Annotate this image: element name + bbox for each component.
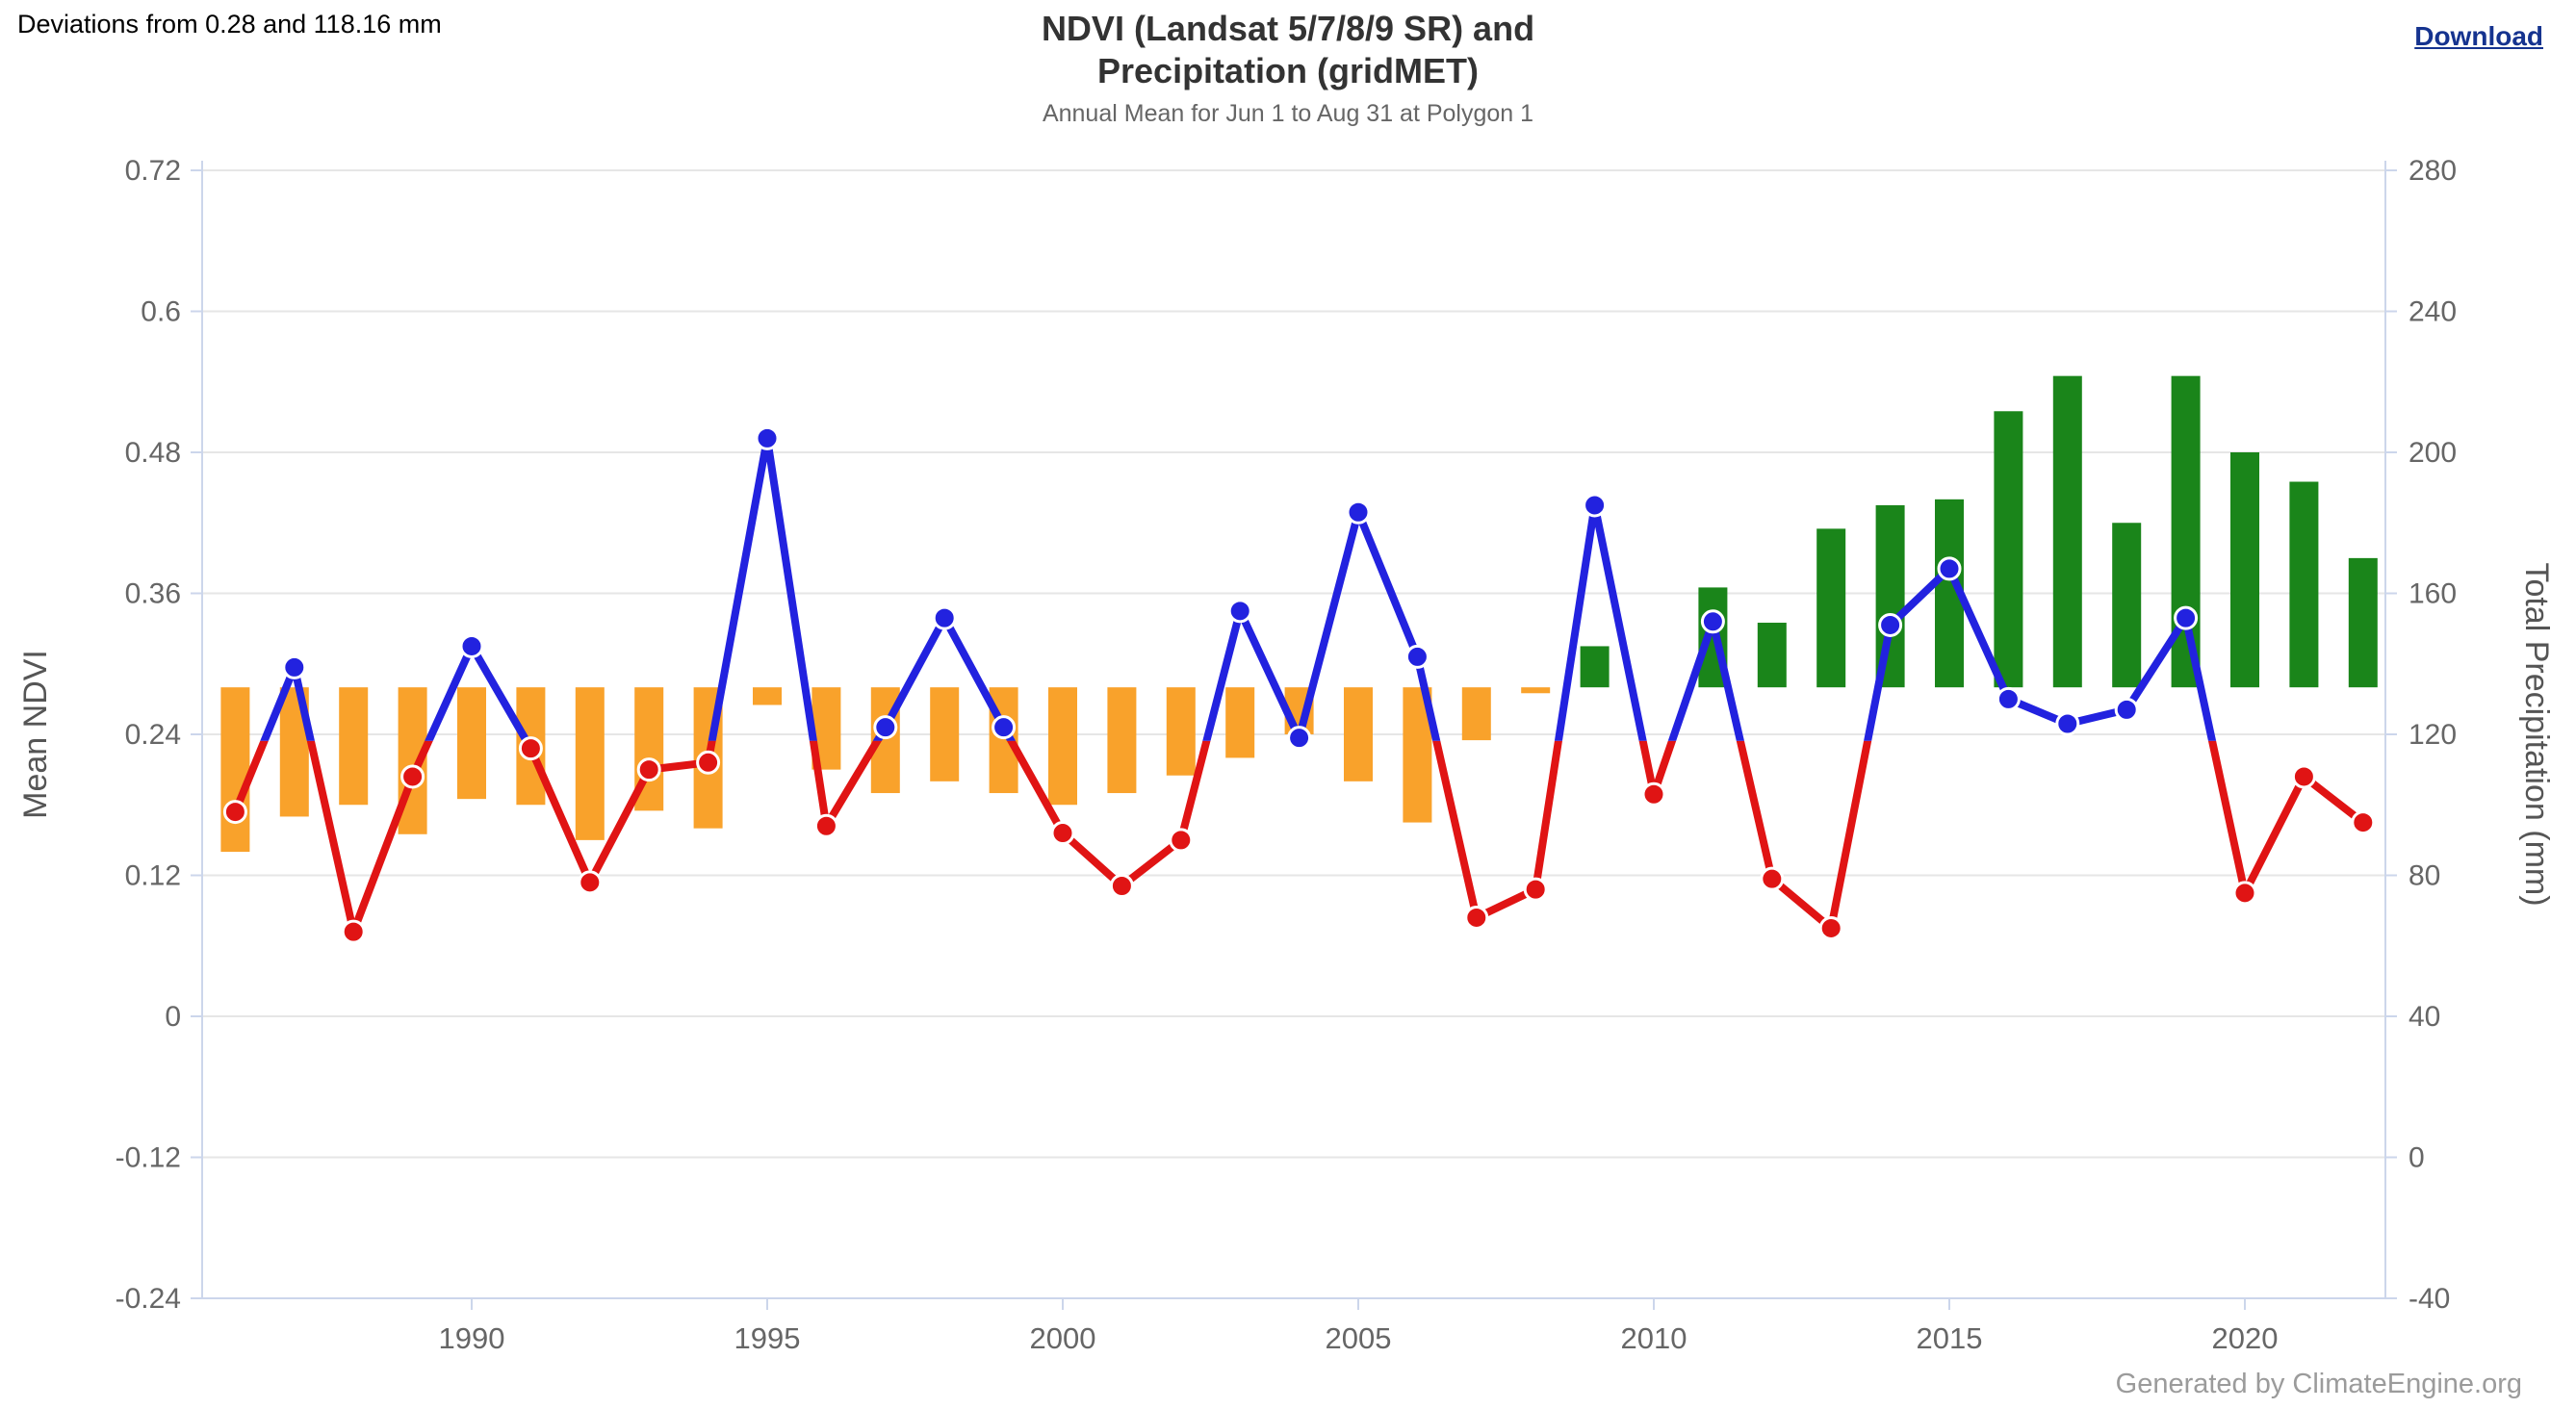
ndvi-deviation-bar-2018 (2112, 523, 2142, 688)
precip-point-1990[interactable] (459, 633, 484, 658)
precip-point-2004[interactable] (1287, 726, 1312, 751)
precip-point-1987[interactable] (282, 654, 307, 679)
precip-point-2016[interactable] (1996, 686, 2021, 711)
ndvi-deviation-bar-2002 (1166, 687, 1196, 776)
precip-point-1991[interactable] (518, 736, 543, 761)
precip-point-2019[interactable] (2174, 605, 2199, 630)
ndvi-deviation-bar-2017 (2052, 375, 2082, 688)
ndvi-deviation-bar-2009 (1580, 646, 1610, 688)
ndvi-deviation-bar-2016 (1994, 411, 2023, 688)
precip-point-2021[interactable] (2291, 764, 2316, 789)
left-axis-tick-label: -0.24 (116, 1283, 181, 1315)
precip-point-2018[interactable] (2114, 697, 2139, 722)
left-axis-title: Mean NDVI (17, 650, 54, 819)
precip-point-1996[interactable] (813, 813, 838, 838)
ndvi-deviation-bar-1992 (575, 687, 605, 840)
left-axis-tick-label: 0.6 (141, 296, 181, 328)
ndvi-deviation-bar-1990 (457, 687, 486, 800)
ndvi-deviation-bar-1998 (930, 687, 960, 781)
precip-point-2000[interactable] (1050, 821, 1075, 846)
precip-point-1992[interactable] (578, 870, 603, 895)
precip-point-2015[interactable] (1937, 556, 1962, 581)
right-axis-tick-label: 80 (2409, 860, 2440, 892)
left-axis-tick-label: 0.24 (125, 719, 181, 751)
x-axis-tick-label: 1990 (439, 1321, 505, 1355)
left-axis-tick-label: -0.12 (116, 1142, 181, 1174)
ndvi-deviation-bar-2005 (1344, 687, 1373, 781)
left-axis-tick-label: 0.12 (125, 860, 181, 892)
ndvi-deviation-bar-2013 (1816, 528, 1846, 688)
precip-point-2007[interactable] (1464, 905, 1489, 930)
precip-point-1986[interactable] (222, 800, 247, 825)
climate-engine-credit: Generated by ClimateEngine.org (2115, 1369, 2522, 1399)
ndvi-deviation-bar-2012 (1757, 623, 1787, 688)
ndvi-deviation-bar-2022 (2348, 557, 2378, 688)
chart-title-line2: Precipitation (gridMET) (1097, 51, 1479, 90)
precip-point-1994[interactable] (696, 750, 721, 775)
precip-point-2008[interactable] (1523, 877, 1548, 902)
precip-point-1995[interactable] (755, 425, 780, 450)
precip-line-below-threshold (231, 740, 2367, 936)
precip-point-2013[interactable] (1818, 915, 1843, 940)
precip-point-2011[interactable] (1700, 609, 1725, 634)
left-axis-tick-label: 0 (165, 1001, 181, 1033)
chart-subtitle: Annual Mean for Jun 1 to Aug 31 at Polyg… (1042, 100, 1534, 127)
right-axis-tick-label: 0 (2409, 1142, 2425, 1174)
precip-point-2003[interactable] (1227, 599, 1252, 624)
right-axis-tick-label: 200 (2409, 437, 2457, 469)
right-axis-tick-label: 280 (2409, 155, 2457, 187)
precip-point-1998[interactable] (932, 605, 957, 630)
precip-point-2001[interactable] (1109, 873, 1134, 898)
ndvi-deviation-bar-2007 (1461, 687, 1491, 741)
precip-point-1989[interactable] (400, 764, 425, 789)
precip-point-2005[interactable] (1346, 500, 1371, 525)
precip-point-2009[interactable] (1583, 493, 1608, 518)
right-axis-tick-label: -40 (2409, 1283, 2450, 1315)
x-axis-tick-label: 1995 (734, 1321, 801, 1355)
download-link[interactable]: Download (2414, 21, 2543, 51)
precip-point-2002[interactable] (1169, 828, 1194, 853)
right-axis-tick-label: 160 (2409, 578, 2457, 610)
precip-point-2014[interactable] (1878, 612, 1903, 637)
ndvi-deviation-bar-2008 (1521, 687, 1551, 694)
x-axis-tick-label: 2005 (1326, 1321, 1392, 1355)
right-axis-tick-label: 240 (2409, 296, 2457, 328)
precip-line-above-threshold (260, 434, 2217, 741)
ndvi-deviation-bar-1995 (753, 687, 782, 705)
precip-point-1993[interactable] (636, 757, 661, 782)
right-axis-tick-label: 120 (2409, 719, 2457, 751)
left-axis-tick-label: 0.48 (125, 437, 181, 469)
right-axis-title: Total Precipitation (mm) (2518, 562, 2555, 906)
precip-point-1988[interactable] (341, 919, 366, 944)
title-block: NDVI (Landsat 5/7/8/9 SR) and Precipitat… (0, 8, 2576, 128)
x-axis-tick-label: 2000 (1030, 1321, 1096, 1355)
precip-point-2017[interactable] (2055, 711, 2080, 736)
precip-point-2020[interactable] (2232, 881, 2257, 906)
ndvi-deviation-bar-1988 (339, 687, 369, 806)
precip-point-2010[interactable] (1641, 781, 1666, 807)
ndvi-deviation-bar-1986 (220, 687, 250, 853)
chart-title-line1: NDVI (Landsat 5/7/8/9 SR) and (1041, 9, 1535, 48)
ndvi-deviation-bar-2020 (2230, 452, 2259, 688)
x-axis-tick-label: 2010 (1621, 1321, 1687, 1355)
x-axis-tick-label: 2020 (2212, 1321, 2279, 1355)
ndvi-deviation-bar-2003 (1225, 687, 1255, 758)
left-axis-tick-label: 0.72 (125, 155, 181, 187)
ndvi-deviation-bar-2001 (1107, 687, 1137, 794)
ndvi-deviation-bar-2021 (2289, 481, 2319, 688)
precip-point-2012[interactable] (1760, 866, 1785, 891)
precip-point-2022[interactable] (2351, 810, 2376, 835)
precip-point-1997[interactable] (873, 715, 898, 740)
precip-point-2006[interactable] (1404, 644, 1430, 669)
ndvi-deviation-bar-2000 (1048, 687, 1077, 806)
left-axis-tick-label: 0.36 (125, 578, 181, 610)
precip-point-1999[interactable] (992, 715, 1017, 740)
x-axis-tick-label: 2015 (1917, 1321, 1983, 1355)
deviations-annotation: Deviations from 0.28 and 118.16 mm (17, 10, 442, 38)
right-axis-tick-label: 40 (2409, 1001, 2440, 1033)
